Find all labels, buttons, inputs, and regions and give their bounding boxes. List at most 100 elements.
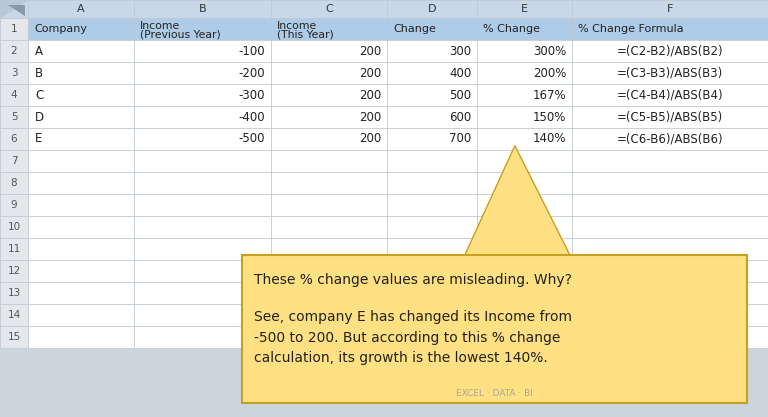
Bar: [0, 282, 28, 304]
Bar: [28, 260, 134, 282]
Bar: [477, 84, 572, 106]
Bar: [387, 282, 477, 304]
Bar: [572, 84, 768, 106]
Text: 4: 4: [11, 90, 18, 100]
Bar: [28, 216, 134, 238]
Bar: [477, 106, 572, 128]
Bar: [28, 62, 134, 84]
Bar: [134, 282, 271, 304]
Text: % Change: % Change: [483, 24, 540, 34]
Bar: [387, 194, 477, 216]
Bar: [0, 0, 28, 18]
Bar: [271, 40, 387, 62]
Bar: [387, 128, 477, 150]
Bar: [477, 238, 572, 260]
Bar: [28, 150, 134, 172]
Bar: [387, 216, 477, 238]
Bar: [134, 128, 271, 150]
Bar: [387, 150, 477, 172]
Bar: [271, 18, 387, 40]
Bar: [572, 150, 768, 172]
Bar: [387, 172, 477, 194]
Text: -300: -300: [239, 88, 265, 101]
Bar: [0, 40, 28, 62]
Text: =(C6-B6)/ABS(B6): =(C6-B6)/ABS(B6): [617, 133, 723, 146]
Bar: [572, 260, 768, 282]
Text: 200: 200: [359, 66, 382, 80]
Bar: [28, 84, 134, 106]
Text: 13: 13: [8, 288, 21, 298]
Bar: [477, 326, 572, 348]
Text: 300: 300: [449, 45, 472, 58]
Bar: [0, 172, 28, 194]
Text: 200: 200: [359, 111, 382, 123]
Bar: [271, 304, 387, 326]
Bar: [134, 260, 271, 282]
Bar: [572, 128, 768, 150]
Text: 3: 3: [11, 68, 18, 78]
Bar: [134, 62, 271, 84]
Bar: [0, 84, 28, 106]
Bar: [28, 128, 134, 150]
Bar: [477, 304, 572, 326]
Polygon shape: [0, 0, 28, 18]
Text: E: E: [521, 4, 528, 14]
Text: 7: 7: [11, 156, 18, 166]
Text: C: C: [326, 4, 333, 14]
Bar: [572, 326, 768, 348]
Bar: [572, 282, 768, 304]
Bar: [0, 194, 28, 216]
Bar: [477, 216, 572, 238]
Bar: [387, 304, 477, 326]
Text: =(C2-B2)/ABS(B2): =(C2-B2)/ABS(B2): [617, 45, 723, 58]
Text: 500: 500: [449, 88, 472, 101]
Text: 200: 200: [359, 88, 382, 101]
Text: EXCEL · DATA · BI: EXCEL · DATA · BI: [456, 389, 533, 397]
Bar: [387, 106, 477, 128]
Text: 11: 11: [8, 244, 21, 254]
Text: B: B: [35, 66, 43, 80]
Bar: [242, 255, 747, 403]
Bar: [28, 194, 134, 216]
Bar: [387, 40, 477, 62]
Bar: [271, 282, 387, 304]
Bar: [477, 194, 572, 216]
Bar: [0, 106, 28, 128]
Text: -200: -200: [239, 66, 265, 80]
Bar: [387, 238, 477, 260]
Bar: [0, 150, 28, 172]
Polygon shape: [465, 146, 570, 255]
Bar: [271, 62, 387, 84]
Text: 300%: 300%: [533, 45, 567, 58]
Text: 150%: 150%: [533, 111, 567, 123]
Bar: [477, 62, 572, 84]
Bar: [134, 326, 271, 348]
Text: 15: 15: [8, 332, 21, 342]
Polygon shape: [8, 5, 25, 16]
Bar: [271, 0, 387, 18]
Bar: [28, 238, 134, 260]
Bar: [271, 194, 387, 216]
Text: 9: 9: [11, 200, 18, 210]
Text: B: B: [199, 4, 207, 14]
Bar: [134, 84, 271, 106]
Text: 200%: 200%: [533, 66, 567, 80]
Bar: [134, 194, 271, 216]
Bar: [572, 18, 768, 40]
Bar: [134, 18, 271, 40]
Bar: [572, 238, 768, 260]
Text: 200: 200: [359, 133, 382, 146]
Text: 8: 8: [11, 178, 18, 188]
Bar: [134, 106, 271, 128]
Text: (Previous Year): (Previous Year): [140, 29, 220, 39]
Bar: [0, 304, 28, 326]
Bar: [28, 282, 134, 304]
Bar: [271, 260, 387, 282]
Bar: [28, 40, 134, 62]
Bar: [477, 172, 572, 194]
Bar: [387, 62, 477, 84]
Bar: [0, 128, 28, 150]
Bar: [28, 304, 134, 326]
Text: 400: 400: [449, 66, 472, 80]
Bar: [28, 0, 134, 18]
